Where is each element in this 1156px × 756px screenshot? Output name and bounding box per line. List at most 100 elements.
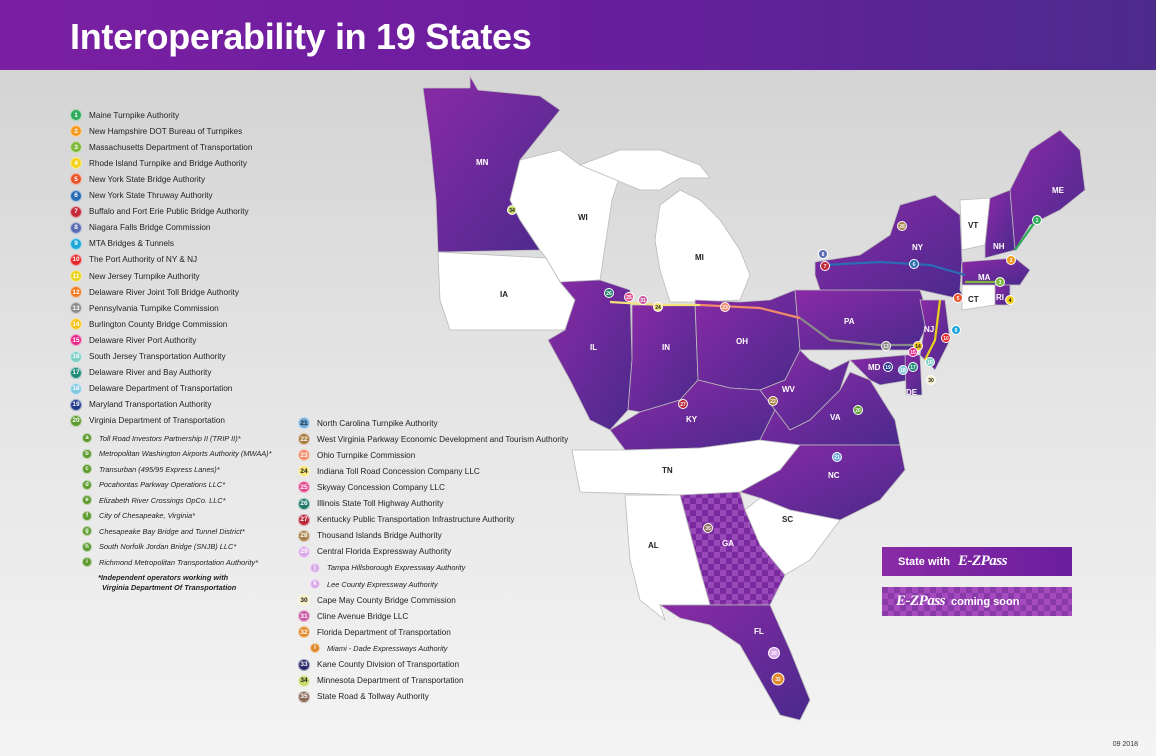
legend-badge: g: [82, 526, 92, 536]
route-nj-turnpike: [924, 299, 942, 361]
map-marker-3: 3: [995, 277, 1005, 287]
svg-text:22: 22: [770, 399, 776, 405]
legend-badge: 24: [298, 465, 310, 478]
legend-badge: 16: [70, 350, 82, 363]
map-marker-5: 5: [953, 293, 963, 303]
page-title: Interoperability in 19 States: [70, 16, 532, 57]
footnote-line-1: *Independent operators working with: [98, 573, 229, 582]
legend-badge: 7: [70, 205, 82, 218]
legend-badge: 34: [298, 674, 310, 687]
map-marker-13: 13: [881, 341, 891, 351]
legend-item: l Miami - Dade Expressways Authority: [310, 641, 447, 655]
legend-badge: 3: [70, 141, 82, 154]
legend-badge: 25: [298, 481, 310, 494]
map-marker-30: 30: [926, 375, 936, 385]
route-me-turnpike: [1014, 221, 1036, 251]
legend-label: Thousand Islands Bridge Authority: [317, 531, 442, 541]
label-de: DE: [906, 388, 918, 397]
label-fl: FL: [754, 627, 764, 636]
label-md: MD: [868, 363, 881, 372]
legend-label: Skyway Concession Company LLC: [317, 482, 445, 492]
key-coming-soon: E-ZPass coming soon: [882, 587, 1072, 616]
legend-item: 22 West Virginia Parkway Economic Develop…: [298, 432, 568, 446]
svg-text:28: 28: [899, 224, 905, 230]
state-il: [547, 279, 633, 431]
legend-badge: 22: [298, 433, 310, 446]
svg-text:16: 16: [927, 360, 933, 366]
legend-badge: 35: [298, 690, 310, 703]
svg-text:13: 13: [883, 344, 889, 350]
svg-text:7: 7: [824, 264, 827, 270]
legend-badge: 28: [298, 529, 310, 542]
map-marker-29: 29: [768, 647, 780, 659]
legend-item: 12 Delaware River Joint Toll Bridge Autho…: [70, 285, 239, 299]
legend-label: The Port Authority of NY & NJ: [89, 255, 198, 265]
legend-label: Metropolitan Washington Airports Authori…: [99, 449, 272, 458]
legend-badge: 26: [298, 497, 310, 510]
legend-item: 14 Burlington County Bridge Commission: [70, 317, 227, 331]
legend-item: 28 Thousand Islands Bridge Authority: [298, 529, 442, 543]
legend-label: South Jersey Transportation Authority: [89, 352, 226, 361]
map-marker-31: 31: [638, 295, 648, 305]
legend-badge: c: [82, 464, 92, 474]
legend-badge: 29: [298, 545, 310, 558]
svg-text:34: 34: [509, 208, 515, 214]
label-pa: PA: [844, 317, 855, 326]
legend-label: Florida Department of Transportation: [317, 627, 451, 637]
map-marker-16: 16: [925, 357, 935, 367]
ezpass-logo: E-ZPass: [896, 593, 946, 609]
svg-text:19: 19: [885, 365, 891, 371]
legend-badge: 21: [298, 417, 310, 429]
label-sc: SC: [782, 515, 793, 524]
svg-text:26: 26: [606, 291, 612, 297]
legend-item: 1 Maine Turnpike Authority: [70, 108, 179, 122]
svg-text:25: 25: [626, 295, 632, 301]
svg-text:4: 4: [1009, 298, 1012, 304]
legend-subitem: f City of Chesapeake, Virginia*: [82, 509, 195, 523]
legend-badge: 1: [70, 109, 82, 121]
label-nj: NJ: [924, 325, 934, 334]
legend-label: West Virginia Parkway Economic Developme…: [317, 434, 569, 444]
svg-text:31: 31: [640, 298, 646, 304]
date-stamp: 09 2018: [1112, 741, 1138, 748]
map-marker-20: 20: [853, 405, 863, 415]
legend-label: Tampa Hillsborough Expressway Authority: [327, 563, 466, 573]
legend-item: 6 New York State Thruway Authority: [70, 189, 213, 203]
label-mn: MN: [476, 158, 489, 167]
label-ri: RI: [996, 293, 1004, 302]
legend-label: Pennsylvania Turnpike Commission: [89, 303, 219, 313]
legend-label: Delaware River and Bay Authority: [89, 368, 212, 378]
header-banner: Interoperability in 19 States: [0, 0, 1156, 70]
map-marker-17: 17: [908, 362, 918, 372]
legend-badge: 27: [298, 513, 310, 526]
label-nc: NC: [828, 471, 840, 480]
svg-text:8: 8: [822, 252, 825, 258]
legend-badge: 5: [70, 173, 82, 186]
state-pa: [794, 289, 931, 351]
label-va: VA: [830, 413, 841, 422]
label-me: ME: [1052, 186, 1065, 195]
legend-badge: i: [82, 557, 92, 567]
legend-item: 5 New York State Bridge Authority: [70, 172, 205, 186]
legend-label: Toll Road Investors Partnership II (TRIP…: [99, 433, 241, 443]
legend-subitem: a Toll Road Investors Partnership II (TRI…: [82, 431, 241, 445]
state-nh: [984, 189, 1016, 259]
map-marker-19: 19: [883, 362, 893, 372]
legend-label: Minnesota Department of Transportation: [317, 676, 464, 686]
legend-label: Chesapeake Bay Bridge and Tunnel Distric…: [99, 526, 245, 536]
legend-item: k Lee County Expressway Authority: [310, 577, 438, 591]
legend-label: New York State Thruway Authority: [89, 191, 213, 200]
map-marker-22: 22: [768, 396, 778, 406]
legend-item: 9 MTA Bridges & Tunnels: [70, 237, 174, 251]
legend-badge: a: [82, 433, 92, 443]
state-me: [1009, 129, 1086, 252]
legend-label: South Norfolk Jordan Bridge (SNJB) LLC*: [99, 542, 237, 551]
legend-label: Delaware River Port Authority: [89, 335, 197, 345]
map-marker-18: 18: [898, 365, 908, 375]
legend-label: Transurban (495/95 Express Lanes)*: [99, 464, 220, 474]
legend-item: 11 New Jersey Turnpike Authority: [70, 269, 200, 283]
legend-item: 4 Rhode Island Turnpike and Bridge Author…: [70, 156, 247, 170]
legend-label: New Hampshire DOT Bureau of Turnpikes: [89, 126, 243, 136]
map-marker-35: 35: [703, 523, 713, 533]
map-marker-24: 24: [653, 302, 663, 312]
